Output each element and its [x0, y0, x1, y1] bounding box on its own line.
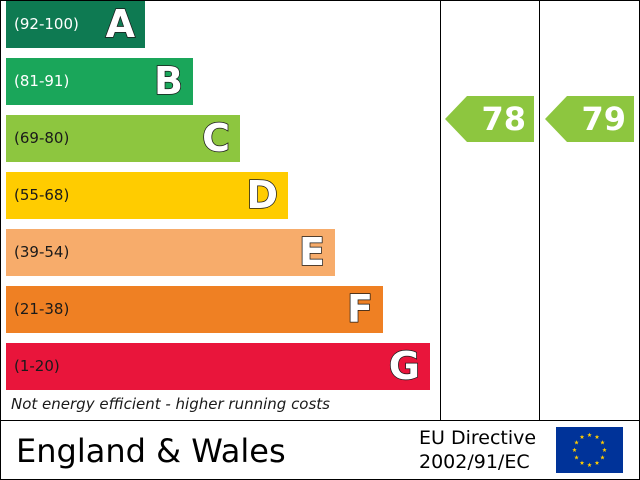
current-column-divider — [440, 0, 441, 421]
band-range-label: (69-80) — [14, 129, 70, 147]
band-range-label: (21-38) — [14, 300, 70, 318]
band-range-label: (81-91) — [14, 72, 70, 90]
band-letter: G — [388, 343, 421, 389]
eu-star-icon — [587, 432, 592, 437]
eu-star-icon — [600, 455, 605, 460]
eu-star-icon — [572, 447, 577, 452]
region-label: England & Wales — [16, 432, 286, 470]
potential-rating-arrow: 79 — [545, 96, 634, 142]
eu-star-icon — [579, 434, 585, 439]
potential-rating-value: 79 — [581, 100, 626, 138]
potential-column-divider — [539, 0, 540, 421]
band-letter: C — [201, 115, 230, 161]
eu-star-icon — [594, 434, 600, 439]
band-f: (21-38) F — [6, 286, 383, 333]
eu-star-icon — [574, 455, 579, 460]
band-letter: E — [298, 229, 325, 275]
band-d: (55-68) D — [6, 172, 288, 219]
band-c: (69-80) C — [6, 115, 240, 162]
directive-line2: 2002/91/EC — [419, 451, 530, 473]
eu-flag-stars — [572, 432, 607, 467]
eu-star-icon — [587, 462, 592, 467]
eu-star-icon — [579, 460, 585, 465]
footnote: Not energy efficient - higher running co… — [11, 395, 330, 413]
band-range-label: (55-68) — [14, 186, 70, 204]
eu-star-icon — [600, 440, 605, 445]
band-range-label: (92-100) — [14, 15, 79, 33]
band-range-label: (39-54) — [14, 243, 70, 261]
eu-star-icon — [594, 460, 600, 465]
band-e: (39-54) E — [6, 229, 335, 276]
footer-divider — [0, 420, 640, 421]
band-letter: A — [105, 1, 136, 47]
band-g: (1-20) G — [6, 343, 430, 390]
current-rating-value: 78 — [481, 100, 526, 138]
band-letter: B — [153, 58, 183, 104]
eu-flag-icon — [556, 427, 623, 473]
band-letter: D — [246, 172, 279, 218]
eu-star-icon — [574, 440, 579, 445]
band-a: (92-100) A — [6, 1, 145, 48]
current-rating-arrow: 78 — [445, 96, 534, 142]
band-b: (81-91) B — [6, 58, 193, 105]
directive-line1: EU Directive — [419, 427, 537, 449]
eu-star-icon — [602, 447, 607, 452]
band-range-label: (1-20) — [14, 357, 60, 375]
band-letter: F — [346, 286, 373, 332]
